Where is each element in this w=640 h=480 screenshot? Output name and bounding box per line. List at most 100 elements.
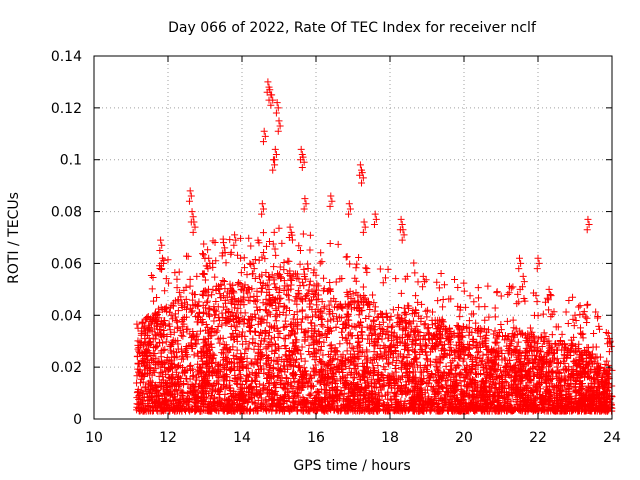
data-point [201, 335, 209, 343]
data-point [242, 345, 250, 353]
data-point [214, 323, 222, 331]
data-point [420, 321, 428, 329]
data-point [309, 364, 317, 372]
data-point [507, 351, 515, 359]
data-point [288, 370, 296, 378]
data-point [270, 274, 278, 282]
data-point [342, 334, 350, 342]
data-point [211, 311, 219, 319]
data-point [283, 389, 291, 397]
data-point [324, 317, 332, 325]
data-point [306, 392, 314, 400]
data-point [374, 362, 382, 370]
data-point [217, 294, 225, 302]
data-point [410, 405, 418, 413]
data-point [552, 340, 560, 347]
data-point [190, 351, 198, 359]
data-point [332, 324, 340, 332]
data-point [325, 301, 333, 309]
data-point [293, 300, 301, 308]
data-point [501, 331, 509, 339]
data-point [180, 320, 188, 328]
data-point [366, 339, 374, 347]
data-point [237, 375, 245, 383]
data-point [265, 273, 273, 281]
data-point [349, 345, 357, 353]
data-point [167, 311, 175, 319]
data-point [553, 373, 561, 381]
data-point [370, 326, 378, 334]
data-point [416, 329, 424, 337]
data-point [570, 358, 578, 366]
data-point [254, 342, 262, 350]
data-point [133, 320, 141, 328]
data-point [219, 334, 227, 342]
data-point [133, 379, 141, 387]
data-point [490, 330, 498, 338]
data-point [271, 346, 279, 354]
data-point [206, 305, 214, 313]
data-point [501, 336, 509, 344]
data-point [382, 309, 390, 317]
data-point [501, 364, 509, 372]
data-point [313, 387, 321, 395]
data-point [347, 294, 355, 302]
data-point [532, 395, 540, 403]
data-point [222, 299, 230, 307]
data-point [423, 313, 431, 321]
data-point [257, 319, 265, 327]
data-point [397, 359, 405, 367]
data-point [514, 338, 522, 346]
data-point [498, 350, 506, 358]
data-point [161, 345, 169, 353]
data-point [282, 322, 290, 330]
data-point [251, 328, 259, 336]
data-point [422, 341, 430, 349]
data-point [273, 324, 281, 332]
data-point [274, 373, 282, 381]
data-point [263, 312, 271, 320]
data-point [327, 341, 335, 349]
data-point [570, 383, 578, 391]
data-point [298, 343, 306, 351]
data-point [281, 317, 289, 325]
data-point [239, 328, 247, 336]
data-point [275, 288, 283, 296]
data-point [368, 322, 376, 330]
data-point [333, 362, 341, 370]
data-point [360, 372, 368, 380]
data-point [179, 332, 187, 340]
data-point [359, 359, 367, 367]
data-point [298, 307, 306, 315]
data-point [301, 336, 309, 344]
data-point [320, 303, 328, 311]
data-point [269, 364, 277, 372]
data-point [157, 363, 165, 371]
data-point [220, 340, 228, 348]
data-point [594, 359, 602, 367]
data-point [319, 322, 327, 330]
data-point [178, 352, 186, 360]
data-point [337, 314, 345, 322]
data-point [481, 383, 489, 391]
data-point [196, 327, 204, 335]
data-point [368, 359, 376, 367]
data-point [459, 391, 467, 399]
data-point [448, 347, 456, 355]
data-point [273, 391, 281, 399]
data-point [576, 380, 584, 388]
data-point [503, 379, 511, 387]
data-point [282, 352, 290, 360]
data-point [265, 328, 273, 336]
data-point [297, 350, 305, 358]
data-point [274, 343, 282, 351]
data-point [175, 398, 183, 406]
data-point [392, 361, 400, 369]
data-point [401, 308, 409, 316]
data-point [218, 321, 226, 329]
data-point [595, 363, 603, 371]
data-point [347, 370, 355, 378]
data-point [166, 308, 174, 316]
data-point [547, 375, 555, 383]
data-point [507, 373, 515, 381]
